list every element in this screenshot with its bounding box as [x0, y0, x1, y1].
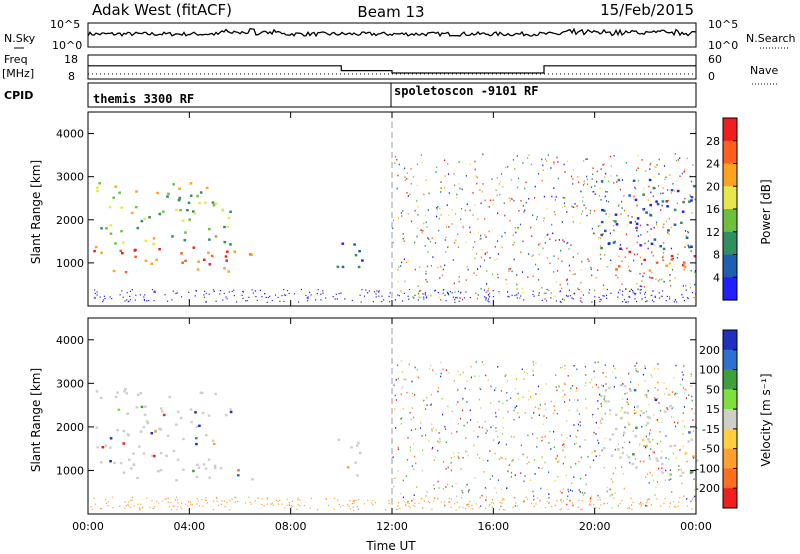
- velocity-echoes: [90, 360, 699, 511]
- velocity-colorbar: 200 100 50 15 -15 -50 -100 -200: [695, 329, 738, 509]
- freq-panel-frame: [87, 54, 697, 80]
- power-ytick-label: 1000: [56, 257, 84, 270]
- count-axis-top-right: 10^5: [708, 18, 738, 31]
- velocity-colorbar-tick: -15: [702, 423, 720, 436]
- xtick-label: 08:00: [275, 520, 307, 533]
- power-colorbar-segment: [723, 231, 737, 256]
- power-colorbar-segment: [723, 163, 737, 187]
- velocity-colorbar-segment: [723, 330, 737, 351]
- freq-trace: [88, 65, 696, 75]
- velocity-colorbar-tick: 15: [706, 403, 720, 416]
- freq-axis-bottom: 8: [68, 70, 75, 83]
- xtick-label: 00:00: [680, 520, 712, 533]
- power-colorbar-segment: [723, 118, 737, 142]
- xaxis-title: Time UT: [365, 539, 416, 553]
- power-ytick-label: 2000: [56, 214, 84, 227]
- velocity-colorbar-segment: [723, 428, 737, 450]
- nave-axis-bottom: 0: [708, 70, 715, 83]
- nave-label: Nave: [750, 64, 778, 77]
- velocity-colorbar-tick: -200: [695, 482, 720, 495]
- beam-title: Beam 13: [357, 3, 424, 21]
- date-title: 15/Feb/2015: [600, 1, 694, 19]
- count-axis-bottom-right: 10^0: [708, 39, 738, 52]
- power-colorbar-tick: 24: [706, 158, 720, 171]
- power-colorbar-tick: 28: [706, 135, 720, 148]
- count-axis-top-left: 10^5: [50, 18, 80, 31]
- velocity-colorbar-tick: 50: [706, 383, 720, 396]
- freq-axis-top: 18: [64, 53, 78, 66]
- freq-line: [88, 65, 696, 74]
- count-axis-bottom-left: 10^0: [52, 39, 82, 52]
- velocity-colorbar-tick: 100: [699, 364, 720, 377]
- power-colorbar-tick: 20: [706, 180, 720, 193]
- velocity-colorbar-segment: [723, 448, 737, 469]
- power-ytick-label: 4000: [56, 128, 84, 141]
- cpid-label: CPID: [4, 89, 33, 102]
- velocity-ylabel: Slant Range [km]: [29, 368, 43, 472]
- power-colorbar: 4 8 12 16 20 24 28: [706, 117, 738, 301]
- velocity-colorbar-segment: [723, 349, 737, 371]
- cpid-bar-frame: [87, 82, 697, 108]
- velocity-colorbar-segment: [723, 468, 737, 489]
- velocity-panel: 1000 2000 3000 4000 00:00 04:00 08:00 12:00 16:0…: [56, 317, 738, 533]
- velocity-plot-area: [88, 318, 696, 514]
- power-ylabel: Slant Range [km]: [29, 160, 43, 264]
- nsearch-label: N.Search: [746, 32, 796, 45]
- power-colorbar-segment: [723, 254, 737, 278]
- power-colorbar-tick: 8: [713, 249, 720, 262]
- velocity-colorbar-tick: -100: [695, 462, 720, 475]
- velocity-colorbar-label: Velocity [m s⁻¹]: [759, 373, 773, 466]
- velocity-ytick-label: 3000: [56, 377, 84, 390]
- power-colorbar-tick: 4: [713, 271, 720, 284]
- nave-axis-top: 60: [708, 53, 722, 66]
- velocity-colorbar-segment: [723, 389, 737, 410]
- xtick-label: 00:00: [72, 520, 104, 533]
- cpid-segment-1: themis 3300 RF: [93, 92, 194, 106]
- velocity-ytick-label: 1000: [56, 464, 84, 477]
- power-ytick-label: 3000: [56, 171, 84, 184]
- xtick-label: 20:00: [579, 520, 611, 533]
- velocity-ytick-label: 2000: [56, 421, 84, 434]
- freq-label-line2: [MHz]: [2, 67, 34, 80]
- power-colorbar-segment: [723, 140, 737, 165]
- power-panel: 1000 2000 3000 4000 4 8 12 16 20 24 28: [56, 111, 738, 307]
- power-colorbar-tick: 12: [706, 226, 720, 239]
- station-title: Adak West (fitACF): [92, 1, 232, 19]
- cpid-segment-2: spoletoscon -9101 RF: [394, 84, 539, 98]
- power-colorbar-segment: [723, 186, 737, 210]
- power-colorbar-tick: 16: [706, 203, 720, 216]
- velocity-colorbar-segment: [723, 488, 737, 509]
- velocity-colorbar-segment: [723, 409, 737, 430]
- freq-label-line1: Freq: [4, 53, 28, 66]
- velocity-ytick-label: 4000: [56, 334, 84, 347]
- xtick-label: 12:00: [376, 520, 408, 533]
- velocity-colorbar-tick: 200: [699, 344, 720, 357]
- power-echoes: [93, 153, 697, 303]
- power-colorbar-segment: [723, 277, 737, 301]
- power-colorbar-segment: [723, 209, 737, 233]
- nsky-trace: [87, 27, 697, 38]
- nsky-line: [87, 27, 697, 38]
- xtick-label: 16:00: [477, 520, 509, 533]
- nsky-label: N.Sky: [4, 32, 36, 45]
- velocity-colorbar-segment: [723, 369, 737, 390]
- velocity-colorbar-tick: -50: [702, 443, 720, 456]
- power-colorbar-label: Power [dB]: [759, 179, 773, 244]
- xtick-label: 04:00: [173, 520, 205, 533]
